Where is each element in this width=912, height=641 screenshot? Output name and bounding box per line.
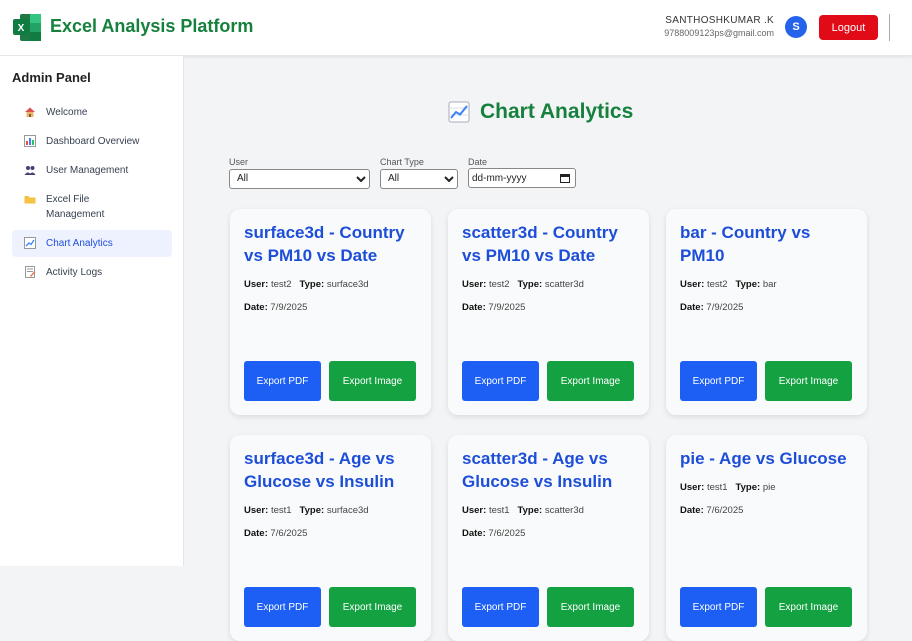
export-pdf-button[interactable]: Export PDF [462, 587, 539, 627]
chart-card: bar - Country vs PM10 User: test2 Type: b… [666, 209, 867, 415]
card-date: Date: 7/9/2025 [680, 302, 853, 313]
sidebar-item-label: Dashboard Overview [46, 134, 139, 149]
sidebar-item-label: Activity Logs [46, 265, 102, 280]
sidebar-item-label: Excel File Management [46, 192, 136, 222]
export-image-button[interactable]: Export Image [329, 587, 416, 627]
card-user-type: User: test1 Type: scatter3d [462, 505, 635, 516]
chart-type-filter-select[interactable]: All [380, 169, 458, 189]
export-image-button[interactable]: Export Image [547, 361, 634, 401]
chart-card: scatter3d - Country vs PM10 vs Date User… [448, 209, 649, 415]
export-image-button[interactable]: Export Image [765, 361, 852, 401]
sidebar-item-user-management[interactable]: User Management [12, 157, 172, 184]
sidebar-nav: Welcome Dashboard Overview User Manageme… [12, 99, 172, 288]
export-pdf-button[interactable]: Export PDF [244, 587, 321, 627]
date-filter-input[interactable]: dd-mm-yyyy [468, 168, 576, 188]
card-title: surface3d - Country vs PM10 vs Date [244, 221, 417, 267]
sidebar-item-dashboard-overview[interactable]: Dashboard Overview [12, 128, 172, 155]
card-date: Date: 7/6/2025 [462, 528, 635, 539]
line-chart-icon [24, 237, 36, 249]
sidebar-item-excel-file-management[interactable]: Excel File Management [12, 186, 172, 228]
card-user-type: User: test2 Type: surface3d [244, 279, 417, 290]
export-image-button[interactable]: Export Image [547, 587, 634, 627]
date-filter-label: Date [468, 157, 576, 167]
bar-chart-icon [24, 135, 36, 147]
chart-card: scatter3d - Age vs Glucose vs Insulin Us… [448, 435, 649, 641]
date-placeholder: dd-mm-yyyy [472, 173, 526, 184]
sidebar-item-welcome[interactable]: Welcome [12, 99, 172, 126]
card-title: surface3d - Age vs Glucose vs Insulin [244, 447, 417, 493]
sidebar-item-label: Chart Analytics [46, 236, 113, 251]
sidebar-item-label: Welcome [46, 105, 88, 120]
card-title: bar - Country vs PM10 [680, 221, 853, 267]
user-filter: User All [229, 157, 370, 189]
card-title: scatter3d - Country vs PM10 vs Date [462, 221, 635, 267]
sidebar-item-activity-logs[interactable]: Activity Logs [12, 259, 172, 286]
card-user-type: User: test1 Type: surface3d [244, 505, 417, 516]
user-filter-label: User [229, 157, 370, 167]
card-user-type: User: test2 Type: scatter3d [462, 279, 635, 290]
card-date: Date: 7/9/2025 [244, 302, 417, 313]
chart-card: surface3d - Age vs Glucose vs Insulin Us… [230, 435, 431, 641]
chart-card: pie - Age vs Glucose User: test1 Type: pi… [666, 435, 867, 641]
logout-button[interactable]: Logout [819, 15, 878, 40]
card-date: Date: 7/9/2025 [462, 302, 635, 313]
sidebar-item-label: User Management [46, 163, 128, 178]
folder-icon [24, 193, 36, 205]
card-user-type: User: test1 Type: pie [680, 482, 853, 493]
calendar-icon[interactable] [560, 173, 570, 183]
sidebar-title: Admin Panel [12, 70, 91, 85]
line-chart-icon [448, 101, 470, 123]
chart-card: surface3d - Country vs PM10 vs Date User… [230, 209, 431, 415]
chart-type-filter: Chart Type All [380, 157, 458, 189]
page-title: Chart Analytics [448, 100, 633, 124]
card-date: Date: 7/6/2025 [680, 505, 853, 516]
export-pdf-button[interactable]: Export PDF [680, 361, 757, 401]
page-title-text: Chart Analytics [480, 100, 633, 124]
card-title: scatter3d - Age vs Glucose vs Insulin [462, 447, 635, 493]
chart-type-filter-label: Chart Type [380, 157, 458, 167]
main-content: Chart Analytics User All Chart Type All … [184, 56, 912, 566]
users-icon [24, 164, 36, 176]
svg-text:X: X [18, 23, 25, 34]
export-pdf-button[interactable]: Export PDF [462, 361, 539, 401]
date-filter: Date dd-mm-yyyy [468, 157, 576, 188]
card-date: Date: 7/6/2025 [244, 528, 417, 539]
user-email: 9788009123ps@gmail.com [664, 28, 774, 38]
user-filter-select[interactable]: All [229, 169, 370, 189]
house-icon [24, 106, 36, 118]
top-header: X Excel Analysis Platform SANTHOSHKUMAR … [0, 0, 912, 56]
memo-icon [24, 266, 36, 278]
card-user-type: User: test2 Type: bar [680, 279, 853, 290]
export-pdf-button[interactable]: Export PDF [244, 361, 321, 401]
export-image-button[interactable]: Export Image [765, 587, 852, 627]
avatar[interactable]: S [785, 16, 807, 38]
excel-logo-icon: X [13, 14, 41, 41]
export-image-button[interactable]: Export Image [329, 361, 416, 401]
export-pdf-button[interactable]: Export PDF [680, 587, 757, 627]
sidebar-item-chart-analytics[interactable]: Chart Analytics [12, 230, 172, 257]
header-divider [889, 14, 890, 41]
user-info: SANTHOSHKUMAR .K 9788009123ps@gmail.com [664, 15, 774, 38]
card-title: pie - Age vs Glucose [680, 447, 853, 470]
sidebar: Admin Panel Welcome Dashboard Overview [0, 56, 184, 566]
app-title: Excel Analysis Platform [50, 16, 253, 37]
user-name: SANTHOSHKUMAR .K [664, 15, 774, 26]
